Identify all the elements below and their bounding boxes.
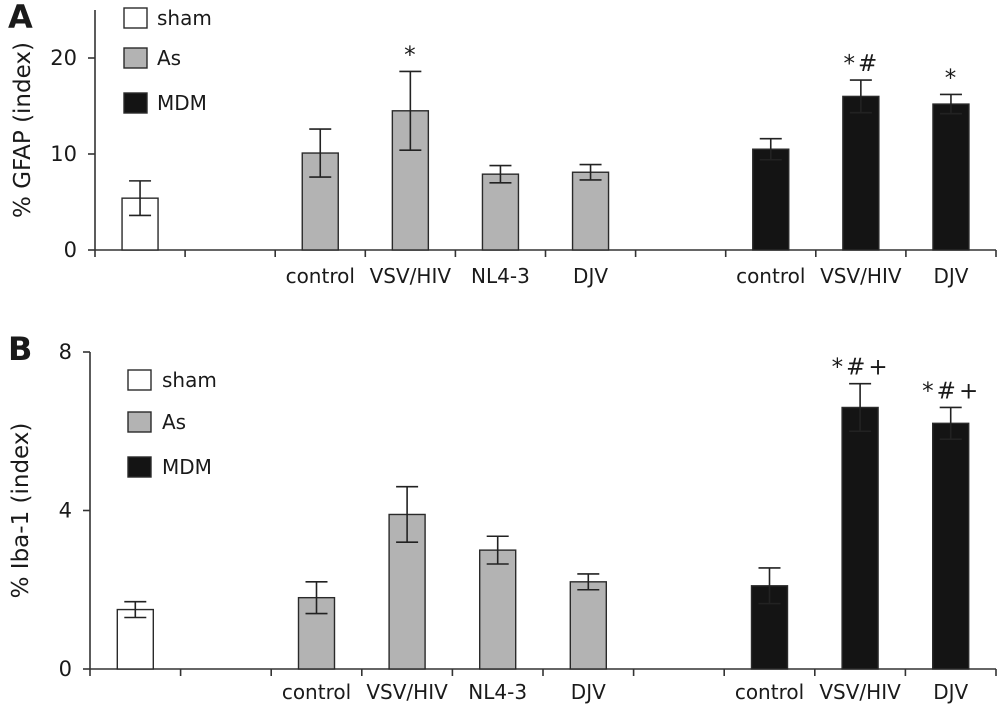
x-tick-label: DJV [933,680,968,704]
legend-label-sham: sham [157,6,212,30]
legend-swatch-as [123,47,148,69]
x-tick-label: DJV [573,264,608,288]
legend-label-sham: sham [162,368,217,392]
legend-label-as: As [162,410,186,434]
significance-mark: * [945,65,960,91]
legend-label-mdm: MDM [162,455,212,479]
bar-mdm-djv [932,422,970,670]
x-tick-label: DJV [571,680,606,704]
x-tick-label: control [735,680,804,704]
bar-mdm-vsv-hiv [842,95,880,251]
bar-as-nl4-3 [479,549,517,670]
legend-swatch-sham [127,369,152,391]
y-tick-label: 10 [50,142,77,166]
x-tick-label: control [286,264,355,288]
legend-swatch-sham [123,7,148,29]
y-axis-label: % GFAP (index) [10,42,36,218]
y-tick-label: 4 [59,499,72,523]
legend-swatch-as [127,411,152,433]
y-tick-label: 20 [50,46,77,70]
x-tick-label: VSV/HIV [819,680,901,704]
x-tick-label: VSV/HIV [370,264,452,288]
x-tick-label: NL4-3 [468,680,527,704]
x-tick-label: DJV [933,264,968,288]
x-tick-label: control [282,680,351,704]
legend-label-as: As [157,46,181,70]
significance-mark: *# [843,51,880,77]
panel-b: B % Iba-1 (index) 0 4 8 control VSV/HIV NL4-3 DJ… [8,330,997,704]
legend-label-mdm: MDM [157,91,207,115]
panel-label: B [8,330,32,368]
bar-as-nl4-3 [481,173,520,251]
x-tick-label: VSV/HIV [820,264,902,288]
panel-a: A % GFAP (index) 0 10 20 control VSV/HIV * NL4-3… [8,0,997,288]
x-tick-label: VSV/HIV [366,680,448,704]
legend-swatch-mdm [123,92,148,114]
y-tick-label: 8 [59,340,72,364]
bar-mdm-control [752,148,790,251]
legend-swatch-mdm [127,456,152,478]
bar-sham [116,608,155,670]
y-tick-label: 0 [59,657,72,681]
significance-mark: *#+ [922,378,981,404]
y-axis-label: % Iba-1 (index) [8,423,34,599]
significance-mark: *#+ [832,355,891,381]
x-tick-label: control [736,264,805,288]
bar-as-djv [569,581,607,670]
y-tick-label: 0 [64,238,77,262]
bar-as-djv [571,171,610,251]
bar-mdm-djv [932,103,970,251]
panel-label: A [8,0,33,36]
bar-mdm-vsv-hiv [841,406,879,670]
x-tick-label: NL4-3 [471,264,530,288]
significance-mark: * [404,42,419,68]
